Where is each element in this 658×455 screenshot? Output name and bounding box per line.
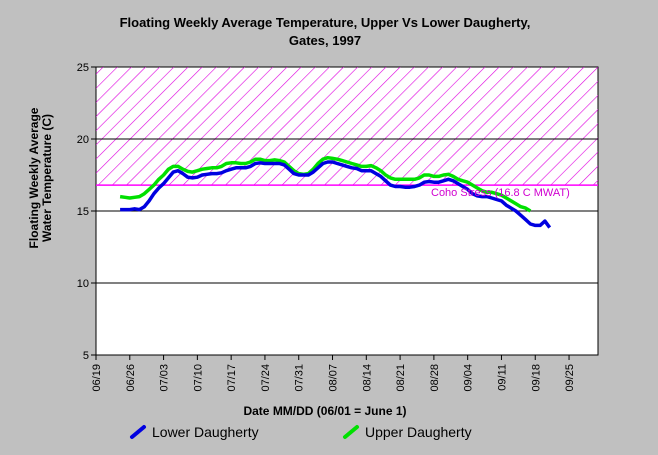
y-tick-label: 20 [77, 134, 89, 146]
x-tick-label: 09/25 [564, 364, 576, 392]
x-tick-label: 08/28 [429, 364, 441, 392]
x-tick-label: 06/19 [91, 364, 103, 392]
x-tick-label: 07/03 [159, 364, 171, 392]
series-group [119, 155, 552, 229]
chart-title-line-2: Gates, 1997 [289, 33, 361, 48]
x-tick-label: 08/07 [328, 364, 340, 392]
legend-swatch [343, 425, 359, 439]
legend-label: Upper Daugherty [365, 424, 472, 440]
x-tick-label: 09/18 [530, 364, 542, 392]
y-axis: 5 10 15 20 25 [77, 62, 96, 362]
x-tick-label: 09/04 [463, 364, 475, 392]
x-tick-label: 09/11 [496, 364, 508, 391]
series-line-upper-daugherty [119, 155, 532, 213]
x-axis-label: Date MM/DD (06/01 = June 1) [243, 404, 406, 418]
y-tick-label: 15 [77, 206, 89, 218]
y-tick-label: 25 [77, 62, 89, 74]
legend: Lower Daugherty Upper Daugherty [130, 424, 472, 440]
x-tick-label: 08/21 [395, 364, 407, 392]
legend-swatch [130, 425, 146, 439]
x-tick-label: 06/26 [125, 364, 137, 392]
x-tick-label: 07/31 [294, 364, 306, 392]
y-axis-label-line-2: Water Temperature (C) [40, 114, 54, 242]
series-line-lower-daugherty [120, 160, 552, 229]
y-tick-label: 10 [77, 278, 89, 290]
x-axis: 06/19 06/26 07/03 07/10 07/17 07/24 07/31 08/07… [91, 355, 576, 392]
legend-label: Lower Daugherty [152, 424, 259, 440]
chart-title-line-1: Floating Weekly Average Temperature, Upp… [120, 15, 531, 30]
y-tick-label: 5 [83, 350, 89, 362]
x-tick-label: 07/24 [260, 364, 272, 392]
threshold-label: Coho Stress (16.8 C MWAT) [431, 187, 570, 199]
x-tick-label: 07/10 [192, 364, 204, 392]
x-tick-label: 08/14 [361, 364, 373, 392]
x-tick-label: 07/17 [226, 364, 238, 392]
y-axis-label-line-1: Floating Weekly Average [27, 107, 41, 248]
